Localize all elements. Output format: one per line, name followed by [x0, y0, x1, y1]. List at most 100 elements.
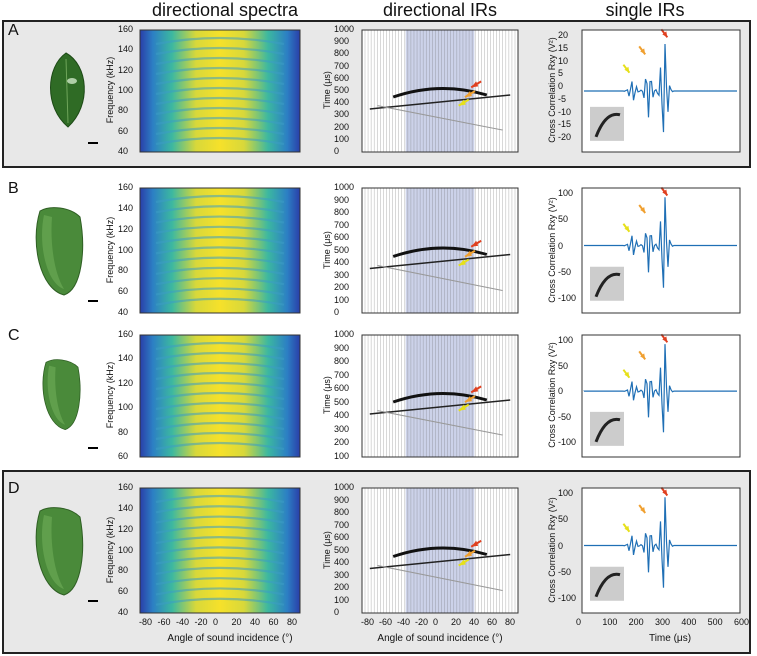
cc-inset-shape: [594, 112, 621, 138]
dish-highlight: [42, 515, 64, 589]
cc-arrow-head: [662, 336, 668, 343]
freq-tick-label: 160: [118, 482, 134, 492]
cc-tick-label: -15: [558, 119, 572, 130]
ir-frame: [361, 487, 519, 614]
ir-arrow-head: [464, 550, 472, 557]
spectrum-notch: [155, 351, 285, 361]
ir-faint-band: [377, 265, 503, 291]
ir-arrow-head: [458, 559, 466, 566]
cc-tick-label: -100: [558, 593, 577, 603]
directional-ir-plot: [361, 29, 519, 153]
directional-ir-plot: [361, 487, 519, 614]
spectrum-notch: [155, 116, 285, 126]
dish-highlight: [47, 365, 66, 425]
angle-tick-label-spectra: 20: [231, 617, 242, 627]
ir-faint-band: [377, 105, 503, 131]
directional-ir-plot: [361, 187, 519, 314]
dish-highlight: [42, 215, 64, 289]
spectrum-notch: [155, 431, 285, 441]
time-tick-label: 700: [334, 369, 350, 380]
spectrum-notch: [155, 96, 285, 106]
angle-tick-label-irs: 20: [451, 617, 462, 627]
single-ir-plot: [581, 486, 741, 614]
spectrum-notch: [155, 535, 285, 545]
freq-tick-label: 140: [118, 202, 134, 213]
time-tick-label: 200: [334, 121, 350, 132]
time-tick-label: 800: [334, 48, 350, 59]
freq-tick-label: 160: [118, 182, 134, 192]
ir-arrow-head: [471, 240, 479, 247]
x-axis-label-time: Time (μs): [648, 633, 692, 644]
angle-tick-label-irs: -80: [361, 617, 375, 627]
time-tick-label: 100: [334, 133, 350, 144]
panel-letter-c: C: [8, 327, 20, 344]
spectrum-notch: [155, 136, 285, 146]
cc-tick-label: 50: [558, 514, 569, 525]
cc-tick-label: 100: [558, 188, 574, 198]
time-tick-label: 200: [334, 437, 350, 448]
cc-tick-label: -50: [558, 566, 572, 577]
ir-frame: [361, 334, 519, 458]
time-tick-label: 800: [334, 507, 350, 517]
ir-direct-band: [369, 94, 511, 110]
angle-tick-label-spectra: 60: [268, 617, 279, 627]
freq-tick-label: 40: [118, 146, 129, 156]
cc-tick-label: 0: [558, 540, 564, 551]
angle-tick-label-irs: 80: [505, 617, 516, 627]
spectrum-notch: [155, 225, 285, 234]
cc-axis-label: Cross Correlation Rxy (V²): [547, 37, 557, 143]
time-tick-label: 1000: [334, 482, 355, 492]
ir-direct-band: [369, 399, 511, 415]
spectrum-frame: [139, 187, 301, 314]
spectrum-notch: [155, 76, 285, 86]
freq-tick-label: 60: [118, 586, 129, 597]
angle-tick-label-spectra: -40: [176, 617, 190, 627]
spectrum-notch: [155, 556, 285, 565]
spectrum-notch: [155, 235, 285, 245]
ir-faint-band: [377, 410, 503, 436]
ir-arrow-head: [464, 396, 472, 403]
angle-tick-label-irs: 0: [433, 617, 439, 627]
directional-spectrum-plot: [139, 187, 301, 314]
time-tick-label: 700: [334, 519, 350, 530]
directional-spectrum-plot: [139, 487, 301, 614]
cc-tick-label: 0: [558, 81, 564, 91]
directional-spectrum-plot: [139, 334, 301, 458]
freq-tick-label: 140: [118, 44, 134, 55]
ir-arrow-head: [464, 91, 472, 98]
time-tick-label: 300: [334, 269, 350, 280]
spectrum-notch: [155, 205, 285, 214]
spectrum-notch: [155, 46, 285, 56]
cc-inset-shape: [594, 417, 621, 443]
spectrum-notch: [155, 525, 285, 534]
ir-direct-band: [369, 253, 511, 270]
ir-arrow-head: [458, 259, 466, 266]
cc-arrow-head: [640, 353, 646, 360]
time-axis-label: Time (μs): [322, 230, 332, 269]
freq-tick-label: 100: [118, 244, 134, 255]
angle-tick-label-irs: 40: [469, 617, 480, 627]
freq-axis-label: Frequency (kHz): [105, 361, 115, 429]
freq-tick-label: 140: [118, 502, 134, 513]
leaf-highlight: [67, 78, 77, 84]
cc-arrow-head: [624, 525, 630, 532]
freq-tick-label: 100: [118, 544, 134, 555]
spectrum-notch: [155, 194, 285, 204]
x-axis-label-angle-irs: Angle of sound incidence (°): [377, 633, 503, 644]
x-axis-label-angle-spectra: Angle of sound incidence (°): [167, 633, 293, 644]
single-ir-plot: [581, 333, 741, 458]
spectrum-notch: [155, 215, 285, 224]
cc-tick-label: -100: [558, 437, 577, 447]
angle-tick-label-irs: 60: [487, 617, 498, 627]
spectrum-notch: [155, 391, 285, 401]
cc-arrow-head: [640, 48, 646, 55]
time-tick-label: 900: [334, 342, 350, 353]
time-tick-label: 1000: [334, 182, 355, 192]
time-tick-label: 600: [334, 232, 350, 242]
cc-signal: [584, 497, 737, 588]
time-x-tick-label: 300: [655, 617, 671, 627]
time-tick-label: 300: [334, 569, 350, 580]
freq-tick-label: 140: [118, 353, 134, 364]
specimen-image: [35, 507, 98, 602]
spectrum-notch: [155, 126, 285, 136]
